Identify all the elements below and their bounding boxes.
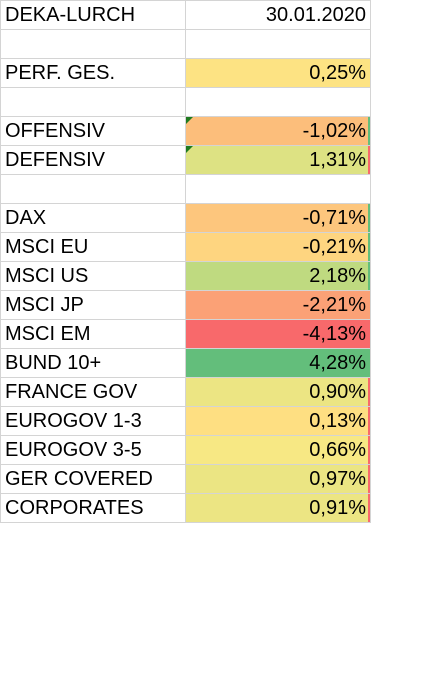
cell-edge-marker <box>368 146 370 174</box>
table-row: MSCI EM -4,13% <box>0 319 371 349</box>
row-value-cell[interactable]: -4,13% <box>185 319 371 349</box>
table-row: CORPORATES 0,91% <box>0 493 371 523</box>
table-row: MSCI EU -0,21% <box>0 232 371 262</box>
table-row: OFFENSIV -1,02% <box>0 116 371 146</box>
cell-edge-marker <box>368 262 370 290</box>
row-label-cell[interactable]: DAX <box>0 203 186 233</box>
row-value-cell[interactable]: 0,66% <box>185 435 371 465</box>
row-label-cell[interactable]: CORPORATES <box>0 493 186 523</box>
cell-edge-marker <box>368 407 370 435</box>
row-label-cell[interactable]: PERF. GES. <box>0 58 186 88</box>
cell-edge-marker <box>368 436 370 464</box>
cell-edge-marker <box>368 233 370 261</box>
row-label-cell[interactable]: MSCI EU <box>0 232 186 262</box>
row-value-cell[interactable]: -0,71% <box>185 203 371 233</box>
row-label-cell[interactable] <box>0 87 186 117</box>
table-row: FRANCE GOV 0,90% <box>0 377 371 407</box>
table-row: PERF. GES. 0,25% <box>0 58 371 88</box>
row-label-cell[interactable]: BUND 10+ <box>0 348 186 378</box>
row-label-cell[interactable]: FRANCE GOV <box>0 377 186 407</box>
row-value-cell[interactable]: -0,21% <box>185 232 371 262</box>
spreadsheet-body: DEKA-LURCH 30.01.2020 PERF. GES. 0,25% OFFEN… <box>0 0 371 523</box>
row-label-cell[interactable] <box>0 174 186 204</box>
row-value-cell[interactable]: 0,97% <box>185 464 371 494</box>
table-row: MSCI JP -2,21% <box>0 290 371 320</box>
row-label-cell[interactable]: OFFENSIV <box>0 116 186 146</box>
row-label-cell[interactable]: EUROGOV 3-5 <box>0 435 186 465</box>
table-row: DAX -0,71% <box>0 203 371 233</box>
table-row <box>0 29 371 59</box>
row-value-cell[interactable]: 0,13% <box>185 406 371 436</box>
row-value-cell[interactable]: 0,90% <box>185 377 371 407</box>
row-label-cell[interactable]: MSCI US <box>0 261 186 291</box>
row-value-cell[interactable] <box>185 87 371 117</box>
row-label-cell[interactable]: GER COVERED <box>0 464 186 494</box>
table-row: DEFENSIV 1,31% <box>0 145 371 175</box>
row-label-cell[interactable]: DEKA-LURCH <box>0 0 186 30</box>
table-row <box>0 87 371 117</box>
cell-edge-marker <box>368 378 370 406</box>
row-value-cell[interactable] <box>185 174 371 204</box>
row-value-cell[interactable]: 30.01.2020 <box>185 0 371 30</box>
cell-edge-marker <box>368 494 370 522</box>
row-label-cell[interactable]: DEFENSIV <box>0 145 186 175</box>
row-value-cell[interactable]: -2,21% <box>185 290 371 320</box>
table-row: EUROGOV 1-3 0,13% <box>0 406 371 436</box>
row-value-cell[interactable] <box>185 29 371 59</box>
table-row: MSCI US 2,18% <box>0 261 371 291</box>
table-row: EUROGOV 3-5 0,66% <box>0 435 371 465</box>
table-row: GER COVERED 0,97% <box>0 464 371 494</box>
table-row: BUND 10+ 4,28% <box>0 348 371 378</box>
row-value-cell[interactable]: 0,91% <box>185 493 371 523</box>
table-row: DEKA-LURCH 30.01.2020 <box>0 0 371 30</box>
row-label-cell[interactable]: MSCI JP <box>0 290 186 320</box>
row-value-cell[interactable]: -1,02% <box>185 116 371 146</box>
row-value-cell[interactable]: 1,31% <box>185 145 371 175</box>
row-label-cell[interactable]: EUROGOV 1-3 <box>0 406 186 436</box>
row-label-cell[interactable] <box>0 29 186 59</box>
row-value-cell[interactable]: 0,25% <box>185 58 371 88</box>
row-value-cell[interactable]: 2,18% <box>185 261 371 291</box>
row-value-cell[interactable]: 4,28% <box>185 348 371 378</box>
cell-edge-marker <box>368 204 370 232</box>
spreadsheet-table: DEKA-LURCH 30.01.2020 PERF. GES. 0,25% OFFEN… <box>0 0 371 523</box>
cell-edge-marker <box>368 465 370 493</box>
error-indicator-icon <box>186 146 193 153</box>
error-indicator-icon <box>186 117 193 124</box>
row-label-cell[interactable]: MSCI EM <box>0 319 186 349</box>
table-row <box>0 174 371 204</box>
cell-edge-marker <box>368 117 370 145</box>
